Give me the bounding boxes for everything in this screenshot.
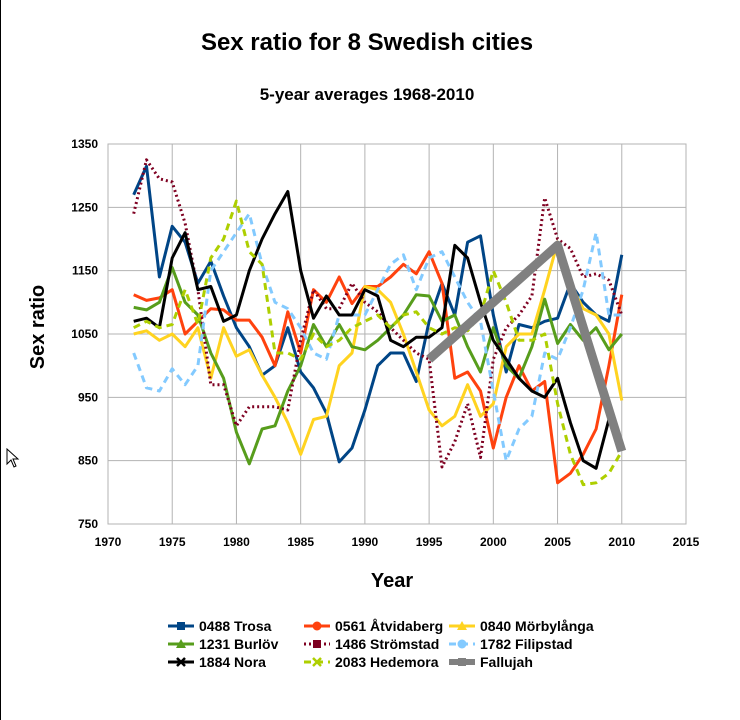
gridlines <box>107 143 687 525</box>
legend-label: 0488 Trosa <box>199 618 272 634</box>
legend-label: 0561 Åtvidaberg <box>335 618 443 634</box>
x-tick-label: 2005 <box>544 535 571 549</box>
legend-item-0488-trosa: 0488 Trosa <box>168 618 272 634</box>
legend-item-1231-burl-v: 1231 Burlöv <box>168 636 279 652</box>
legend-label: 1231 Burlöv <box>199 636 279 652</box>
series-line-1782-filipstad <box>132 212 622 463</box>
y-tick-label: 950 <box>78 390 98 404</box>
legend: 0488 Trosa 0561 Åtvidaberg 0840 Mörbylånga… <box>168 618 594 670</box>
x-tick-label: 1985 <box>287 535 314 549</box>
x-tick-label: 1975 <box>159 535 186 549</box>
legend-label: 0840 Mörbylånga <box>480 618 594 634</box>
legend-item-fallujah: Fallujah <box>449 654 533 670</box>
x-tick-label: 1990 <box>352 535 379 549</box>
legend-marker <box>457 639 467 649</box>
legend-item-2083-hedemora: 2083 Hedemora <box>304 654 439 670</box>
legend-marker <box>176 657 186 667</box>
window-left-border <box>0 0 1 720</box>
x-tick-label: 2010 <box>608 535 635 549</box>
series-line-0488-trosa <box>132 164 624 464</box>
series-line-2083-hedemora <box>133 199 624 487</box>
x-tick-label: 2015 <box>673 535 700 549</box>
y-tick-label: 1250 <box>71 200 98 214</box>
x-tick-label: 1995 <box>416 535 443 549</box>
legend-item-1884-nora: 1884 Nora <box>168 654 266 670</box>
mouse-pointer-icon <box>6 448 20 468</box>
legend-label: 1486 Strömstad <box>335 636 439 652</box>
legend-marker <box>176 639 186 648</box>
series-line-0561-tvidaberg <box>133 250 624 485</box>
legend-label: Fallujah <box>480 654 533 670</box>
legend-marker <box>313 640 321 648</box>
y-tick-label: 1350 <box>71 137 98 151</box>
chart-subtitle: 5-year averages 1968-2010 <box>260 85 475 104</box>
x-tick-label: 2000 <box>480 535 507 549</box>
legend-marker <box>177 622 185 630</box>
series-lines <box>132 158 627 487</box>
x-axis-title: Year <box>371 570 413 592</box>
series-line-1884-nora <box>133 190 624 470</box>
legend-label: 2083 Hedemora <box>335 654 439 670</box>
y-tick-labels: 750 850 950 1050 1150 1250 1350 <box>71 137 98 531</box>
chart-title: Sex ratio for 8 Swedish cities <box>201 29 533 56</box>
legend-item-1782-filipstad: 1782 Filipstad <box>449 636 573 652</box>
legend-marker <box>312 657 322 667</box>
series-line-fallujah <box>426 240 627 453</box>
legend-marker <box>312 621 322 631</box>
legend-marker <box>457 621 467 630</box>
y-tick-label: 1150 <box>72 264 98 278</box>
y-tick-label: 850 <box>78 454 98 468</box>
y-axis-title: Sex ratio <box>27 285 49 369</box>
series-line-1231-burl-v <box>133 266 623 466</box>
legend-item-0840-m-rbyl-nga: 0840 Mörbylånga <box>449 618 594 634</box>
x-tick-label: 1980 <box>223 535 250 549</box>
legend-label: 1884 Nora <box>199 654 266 670</box>
legend-item-0561-tvidaberg: 0561 Åtvidaberg <box>304 618 443 634</box>
legend-marker <box>458 658 466 666</box>
y-tick-label: 1050 <box>71 327 98 341</box>
x-tick-label: 1970 <box>95 535 122 549</box>
legend-item-1486-str-mstad: 1486 Strömstad <box>304 636 439 652</box>
x-tick-labels: 1970 1975 1980 1985 1990 1995 2000 2005 2010 2015 <box>95 535 700 549</box>
series-line-1486-str-mstad <box>132 158 624 469</box>
y-tick-label: 750 <box>78 517 98 531</box>
legend-label: 1782 Filipstad <box>480 636 573 652</box>
